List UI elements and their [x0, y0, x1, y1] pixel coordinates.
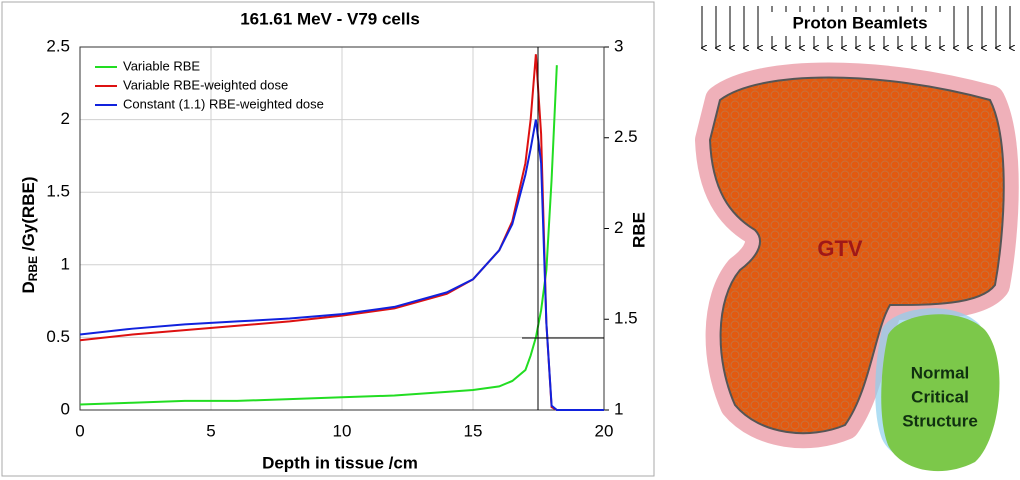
legend-label: Variable RBE-weighted dose	[123, 77, 288, 92]
x-tick-label: 10	[333, 421, 352, 440]
y2-axis-label: RBE	[629, 212, 648, 248]
series-line	[79, 119, 604, 411]
x-axis-label: Depth in tissue /cm	[262, 453, 418, 472]
x-tick-label: 0	[75, 421, 84, 440]
x-tick-label: 5	[206, 421, 215, 440]
y-axis-label: DRBE /Gy(RBE)	[19, 177, 40, 294]
y-tick-label: 2.5	[46, 36, 70, 55]
organ-label: Critical	[911, 387, 969, 406]
y2-tick-label: 3	[614, 36, 623, 55]
organ-label: Structure	[902, 411, 978, 430]
y-tick-label: 1.5	[46, 182, 70, 201]
y-tick-label: 2	[61, 109, 70, 128]
diagram-title: Proton Beamlets	[792, 13, 927, 32]
critical-structure	[881, 314, 1000, 472]
y2-tick-label: 1.5	[614, 309, 638, 328]
x-tick-label: 15	[464, 421, 483, 440]
y-tick-label: 0	[61, 399, 70, 418]
legend-label: Constant (1.1) RBE-weighted dose	[123, 96, 324, 111]
title-bg	[770, 12, 950, 36]
legend-label: Variable RBE	[123, 58, 200, 73]
x-tick-label: 20	[595, 421, 614, 440]
y-tick-label: 0.5	[46, 327, 70, 346]
y-tick-label: 1	[61, 254, 70, 273]
chart-title: 161.61 MeV - V79 cells	[240, 9, 420, 28]
y2-tick-label: 2.5	[614, 127, 638, 146]
y2-tick-label: 1	[614, 399, 623, 418]
gtv	[708, 76, 1005, 435]
gtv-label: GTV	[817, 236, 863, 261]
diagram: Proton Beamlets GTV Normal Critical Stru…	[695, 6, 1019, 472]
series-line	[79, 65, 558, 406]
y2-tick-label: 2	[614, 218, 623, 237]
organ-label: Normal	[911, 363, 970, 382]
plot: 0 5 10 15 20 0 0.5 1 1.5 2 2.5 1 1.5 2 2.5 3 Variable RB…	[46, 36, 637, 440]
plot-border	[79, 46, 605, 411]
